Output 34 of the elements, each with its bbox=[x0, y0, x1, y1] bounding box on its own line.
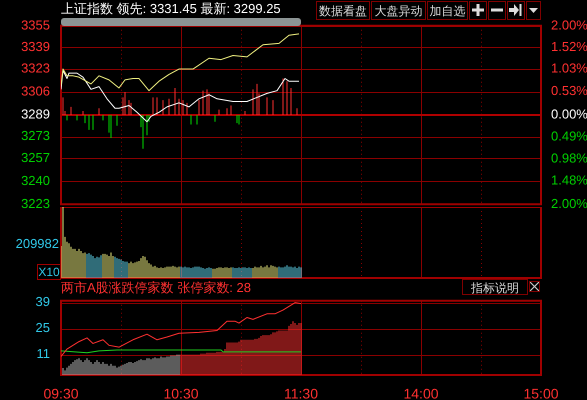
y-tick-label: 11 bbox=[36, 346, 50, 362]
chart-title: 上证指数 领先: 3331.45 最新: 3299.25 bbox=[61, 1, 281, 16]
y-tick-label: 3289 bbox=[21, 106, 50, 122]
y2-tick-label: 1.03% bbox=[551, 60, 587, 76]
y2-tick-label: 0.98% bbox=[551, 150, 587, 166]
y-tick-label: 3323 bbox=[21, 60, 50, 76]
x-tick-label: 15:00 bbox=[523, 385, 559, 400]
x-tick-label: 11:30 bbox=[284, 385, 318, 400]
y-tick-label: 39 bbox=[36, 294, 50, 310]
y-tick-label: 3273 bbox=[21, 128, 50, 144]
text: 209982 bbox=[14, 236, 59, 251]
chart-title: 两市A股涨跌停家数 张停家数: 28 bbox=[61, 280, 251, 295]
text: 加自选 bbox=[427, 1, 468, 20]
y-tick-label: 3306 bbox=[21, 84, 50, 99]
text: 数据看盘 bbox=[316, 1, 370, 20]
x-tick-label: 14:00 bbox=[403, 385, 439, 400]
y2-tick-label: 2.00% bbox=[551, 17, 587, 32]
y2-tick-label: 0.53% bbox=[551, 82, 587, 98]
x-tick-label: 10:30 bbox=[163, 385, 199, 400]
y2-tick-label: 0.49% bbox=[551, 128, 587, 144]
y-tick-label: 25 bbox=[36, 320, 50, 336]
y2-tick-label: 1.48% bbox=[551, 172, 587, 188]
y-tick-label: 3339 bbox=[21, 39, 50, 54]
x-tick-label: 09:30 bbox=[43, 385, 79, 400]
y2-tick-label: 0.00% bbox=[551, 106, 587, 122]
y2-tick-label: 1.52% bbox=[551, 38, 587, 54]
text: 指标说明 bbox=[462, 279, 528, 295]
y-tick-label: 3223 bbox=[21, 196, 50, 211]
y-tick-label: 3257 bbox=[21, 150, 50, 165]
y-tick-label: 3240 bbox=[21, 172, 50, 188]
text: 大盘异动 bbox=[371, 1, 426, 20]
text: X10 bbox=[37, 264, 61, 280]
y-tick-label: 3355 bbox=[21, 17, 50, 32]
y2-tick-label: 2.00% bbox=[551, 196, 587, 211]
